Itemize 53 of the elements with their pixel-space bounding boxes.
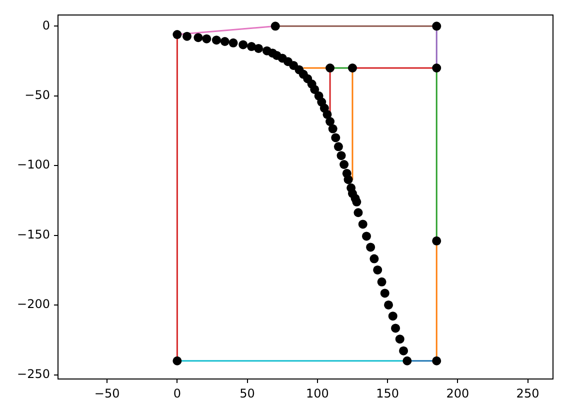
point	[377, 277, 386, 286]
point	[373, 265, 382, 274]
y-tick-label: −100	[17, 158, 50, 172]
point	[432, 63, 442, 72]
point	[402, 356, 412, 366]
x-tick-label: 200	[446, 386, 470, 400]
point	[238, 40, 248, 50]
y-tick-label: −200	[17, 297, 50, 312]
point	[362, 232, 371, 241]
point	[370, 254, 379, 264]
point	[331, 133, 340, 142]
point	[340, 160, 349, 170]
y-tick-label: −250	[17, 366, 50, 381]
point	[358, 220, 368, 229]
point	[212, 36, 221, 45]
x-tick-label: 50	[240, 386, 255, 400]
point	[254, 44, 264, 53]
point	[432, 236, 442, 246]
point	[432, 22, 442, 31]
point	[391, 324, 400, 333]
x-tick-label: −50	[94, 386, 120, 400]
point	[322, 110, 332, 119]
point	[220, 37, 230, 46]
x-tick-label: 0	[173, 386, 182, 400]
point	[270, 22, 280, 31]
y-tick-label: −150	[17, 227, 50, 242]
point	[334, 142, 343, 152]
x-tick-label: 150	[376, 386, 399, 400]
point	[388, 312, 398, 321]
point	[328, 124, 338, 134]
point	[395, 334, 404, 344]
point	[202, 34, 212, 44]
point	[172, 356, 182, 366]
point	[399, 346, 408, 356]
point	[336, 151, 346, 160]
point	[366, 242, 376, 252]
point	[172, 30, 182, 40]
point	[310, 84, 320, 94]
y-tick-label: −50	[24, 88, 50, 102]
point	[344, 175, 353, 184]
point	[182, 32, 192, 41]
x-tick-label: 250	[516, 386, 540, 400]
point	[326, 63, 335, 72]
point	[384, 300, 394, 310]
point	[194, 33, 203, 42]
point	[228, 38, 238, 48]
point	[348, 63, 357, 72]
x-tick-label: 100	[306, 386, 329, 400]
point	[326, 117, 335, 126]
point	[380, 288, 390, 298]
y-tick-label: 0	[42, 18, 50, 32]
point	[354, 208, 363, 218]
point	[432, 356, 442, 366]
